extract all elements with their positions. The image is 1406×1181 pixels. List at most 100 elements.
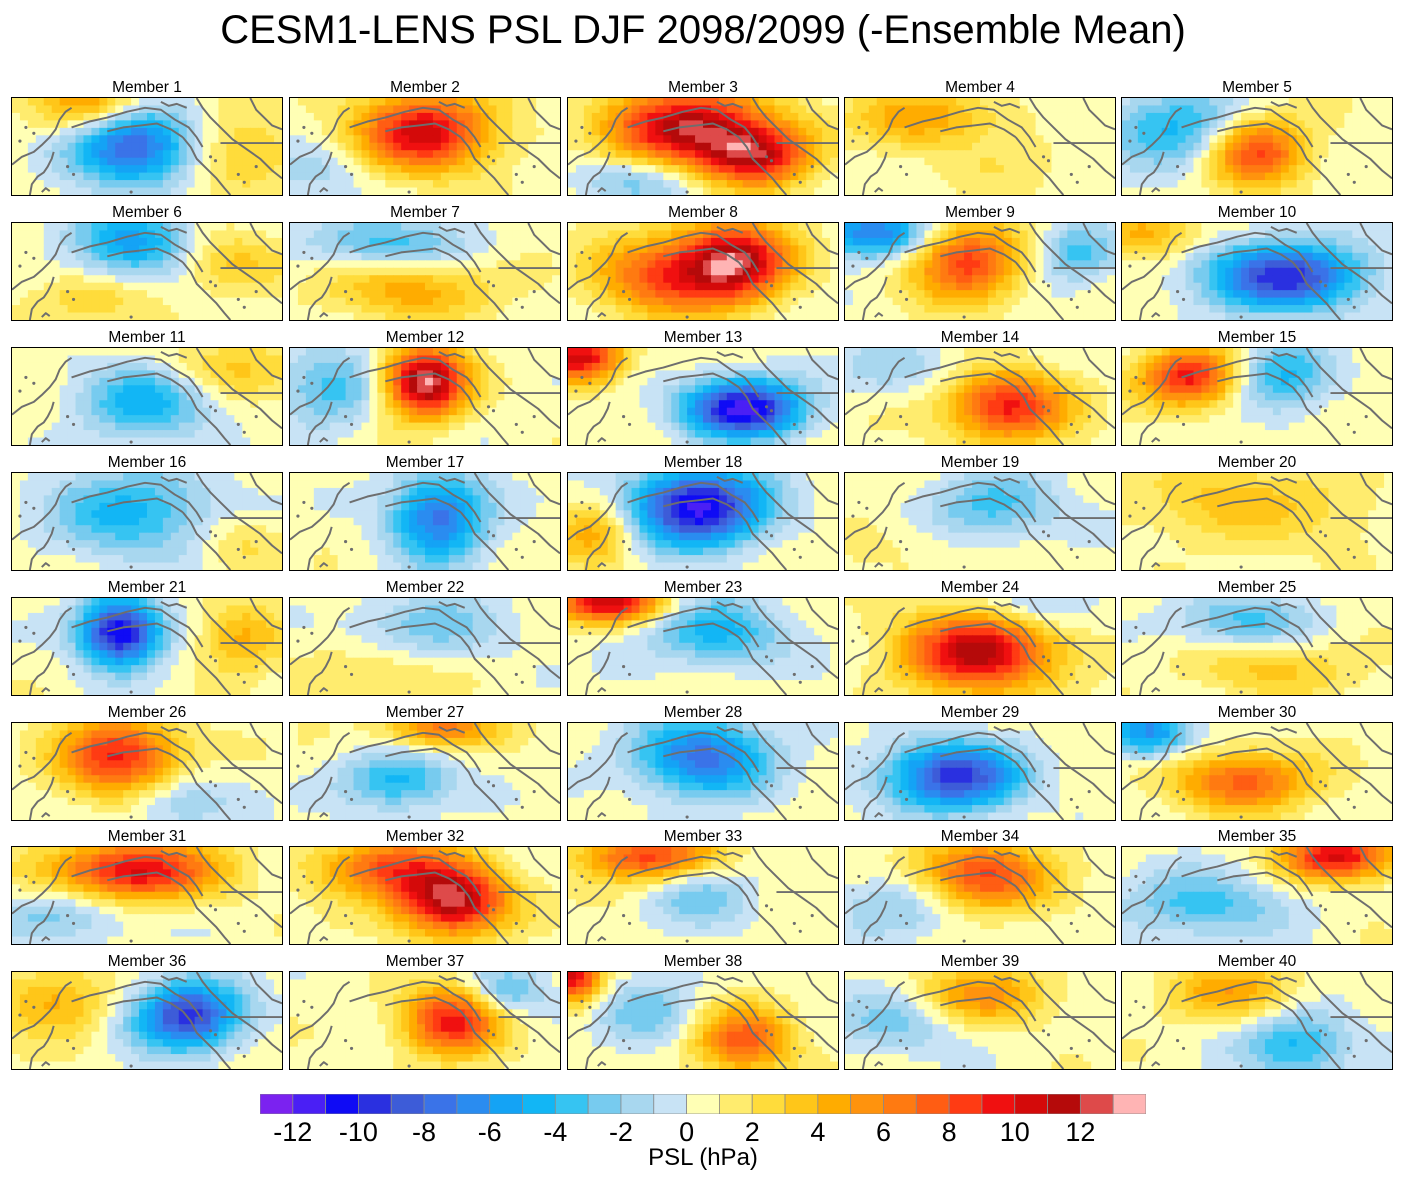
psl-cell [417,290,426,299]
psl-cell [345,252,355,261]
psl-cell [1209,187,1218,195]
psl-cell [1122,260,1131,269]
psl-cell [852,120,862,129]
psl-cell [27,98,37,107]
psl-cell [361,98,371,107]
psl-cell [83,267,93,276]
psl-cell [75,355,85,364]
psl-cell [782,282,791,291]
psl-cell [1059,157,1068,166]
psl-cell [766,150,776,159]
psl-cell [591,260,601,269]
psl-cell [1169,112,1179,121]
psl-cell [290,305,299,314]
psl-cell [226,223,235,232]
psl-cell [718,105,728,114]
psl-cell [59,275,69,284]
psl-cell [488,105,498,114]
psl-cell [852,245,862,254]
island [904,297,909,301]
psl-cell [623,120,633,129]
psl-cell [401,142,410,151]
psl-cell [250,282,259,291]
psl-cell [147,415,156,424]
psl-cell [274,112,282,121]
psl-cell [860,290,870,299]
psl-cell [1312,150,1322,159]
island [344,165,348,169]
psl-cell [83,165,93,174]
psl-cell [687,260,696,269]
psl-cell [1344,275,1353,284]
psl-cell [226,275,235,284]
psl-cell [1201,98,1210,107]
psl-cell [520,260,529,269]
psl-cell [591,165,601,174]
psl-cell [710,267,720,276]
psl-cell [987,150,997,159]
psl-cell [1161,290,1171,299]
psl-cell [170,297,180,306]
panel-map [567,97,839,196]
psl-cell [409,223,418,232]
psl-cell [1352,267,1361,276]
psl-cell [67,112,77,121]
psl-cell [1209,305,1218,314]
psl-cell [734,252,744,261]
island [588,131,592,135]
psl-cell [782,245,791,254]
psl-cell [107,157,116,166]
psl-cell [916,157,926,166]
psl-cell [639,157,649,166]
psl-cell [1328,105,1338,114]
psl-cell [1083,237,1092,246]
psl-cell [1067,157,1076,166]
psl-cell [655,245,664,254]
psl-cell [663,260,672,269]
psl-cell [274,98,282,107]
psl-cell [631,112,641,121]
psl-cell [1201,290,1210,299]
psl-cell [1003,275,1013,284]
psl-cell [591,135,601,144]
psl-cell [583,187,593,195]
psl-cell [115,245,124,254]
psl-cell [623,157,633,166]
psl-cell [814,180,823,189]
psl-cell [512,135,521,144]
psl-cell [1129,290,1139,299]
psl-cell [512,180,521,189]
psl-cell [186,223,196,232]
psl-cell [703,157,712,166]
psl-cell [226,267,235,276]
psl-cell [1328,252,1338,261]
psl-cell [1075,142,1084,151]
psl-cell [647,187,656,195]
psl-cell [250,135,259,144]
psl-cell [774,290,784,299]
psl-cell [647,150,656,159]
psl-cell [583,165,593,174]
psl-cell [417,127,426,136]
psl-cell [337,187,347,195]
psl-cell [194,415,204,424]
psl-cell [1296,260,1306,269]
psl-cell [956,120,965,129]
psl-cell [583,275,593,284]
psl-cell [480,267,490,276]
psl-cell [1217,127,1226,136]
psl-cell [647,282,656,291]
psl-cell [202,392,212,401]
psl-cell [186,135,196,144]
psl-cell [83,377,93,386]
psl-cell [782,305,791,314]
psl-cell [194,377,204,386]
psl-cell [83,312,93,320]
psl-cell [980,180,989,189]
psl-cell [940,142,949,151]
psl-cell [488,245,498,254]
psl-cell [361,150,371,159]
psl-cell [822,223,831,232]
psl-cell [940,120,949,129]
psl-cell [987,237,997,246]
